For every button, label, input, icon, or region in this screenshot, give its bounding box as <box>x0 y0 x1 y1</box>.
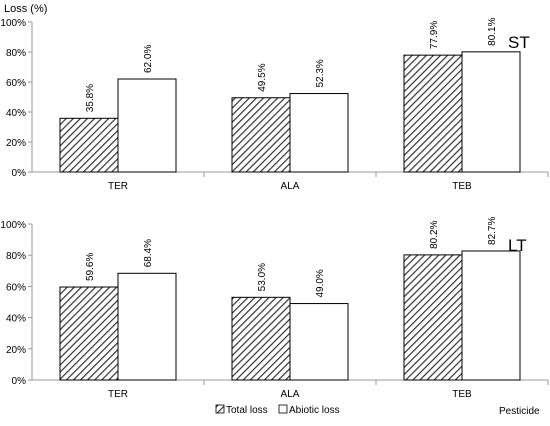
y-tick-label: 20% <box>6 138 26 149</box>
data-label: 49.0% <box>315 269 326 297</box>
y-tick-label: 20% <box>6 345 26 356</box>
bar-total-loss <box>59 117 119 173</box>
category-label: TER <box>108 389 128 400</box>
data-label: 82.7% <box>487 217 498 245</box>
legend-label-abiotic-loss: Abiotic loss <box>289 405 340 416</box>
data-label: 77.9% <box>429 21 440 49</box>
y-tick-label: 60% <box>6 282 26 293</box>
data-label: 49.5% <box>257 63 268 91</box>
x-axis-title: Pesticide <box>499 406 540 417</box>
data-label: 52.3% <box>315 59 326 87</box>
y-tick-label: 100% <box>0 18 26 29</box>
legend-label-total-loss: Total loss <box>226 405 268 416</box>
bar-abiotic-loss <box>289 303 349 381</box>
panel-label: LT <box>508 236 527 255</box>
panel-st: 0% 20% 40% 60% 80% 100% TER 35.8% 62.0% ALA 49.5% 5… <box>0 17 549 192</box>
y-tick-label: 0% <box>12 168 27 179</box>
bar-total-loss <box>403 254 463 381</box>
y-tick-label: 60% <box>6 78 26 89</box>
data-label: 80.1% <box>487 17 498 45</box>
data-label: 53.0% <box>257 263 268 291</box>
chart-panels: 0% 20% 40% 60% 80% 100% TER 35.8% 62.0% ALA 49.5% 5… <box>0 17 549 400</box>
data-label: 80.2% <box>429 220 440 248</box>
bar-abiotic-loss <box>117 78 177 173</box>
legend: Total loss Abiotic loss <box>215 404 340 416</box>
bar-abiotic-loss <box>289 93 349 173</box>
data-label: 35.8% <box>85 84 96 112</box>
bar-total-loss <box>231 296 291 381</box>
category-label: TER <box>108 181 128 192</box>
y-tick-label: 80% <box>6 251 26 262</box>
category-label: ALA <box>281 389 300 400</box>
panel-label: ST <box>508 33 530 52</box>
category-label: ALA <box>281 181 300 192</box>
bar-abiotic-loss <box>461 250 521 381</box>
bar-abiotic-loss <box>117 272 177 381</box>
data-label: 62.0% <box>143 45 154 73</box>
bar-abiotic-loss <box>461 51 521 173</box>
y-tick-label: 100% <box>0 220 26 231</box>
y-tick-label: 80% <box>6 48 26 59</box>
data-label: 68.4% <box>143 239 154 267</box>
bar-total-loss <box>231 97 291 173</box>
legend-swatch-total-loss <box>215 404 225 414</box>
y-tick-label: 0% <box>12 376 27 387</box>
category-label: TEB <box>452 181 472 192</box>
data-label: 59.6% <box>85 253 96 281</box>
bar-total-loss <box>403 54 463 173</box>
y-tick-label: 40% <box>6 314 26 325</box>
y-axis-title: Loss (%) <box>4 3 47 15</box>
panel-lt: 0% 20% 40% 60% 80% 100% TER 59.6% 68.4% ALA 53.0% 4… <box>0 217 549 400</box>
legend-swatch-abiotic-loss <box>278 404 288 414</box>
category-label: TEB <box>452 389 472 400</box>
bar-total-loss <box>59 286 119 381</box>
y-tick-label: 40% <box>6 108 26 119</box>
